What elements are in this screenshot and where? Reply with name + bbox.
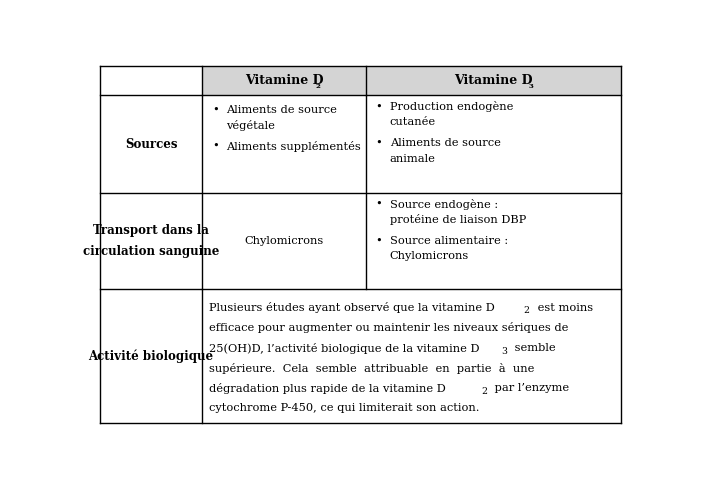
Text: Source alimentaire :: Source alimentaire : (389, 236, 508, 246)
Text: Source endogène :: Source endogène : (389, 198, 498, 210)
Text: 2: 2 (524, 306, 530, 315)
Text: •: • (375, 102, 382, 111)
Text: Activité biologique: Activité biologique (89, 349, 214, 363)
Text: supérieure.  Cela  semble  attribuable  en  partie  à  une: supérieure. Cela semble attribuable en p… (209, 363, 534, 374)
Text: efficace pour augmenter ou maintenir les niveaux sériques de: efficace pour augmenter ou maintenir les… (209, 322, 568, 333)
Text: •: • (375, 236, 382, 246)
Text: •: • (375, 138, 382, 148)
Text: Aliments supplémentés: Aliments supplémentés (226, 140, 361, 151)
Text: ₂: ₂ (316, 79, 321, 90)
Text: dégradation plus rapide de la vitamine D: dégradation plus rapide de la vitamine D (209, 383, 446, 394)
Text: Sources: Sources (125, 137, 177, 151)
Text: par l’enzyme: par l’enzyme (491, 383, 569, 393)
Text: •: • (212, 105, 219, 115)
Bar (202, 66, 621, 95)
Text: Aliments de source: Aliments de source (226, 105, 337, 115)
Text: 3: 3 (501, 347, 507, 356)
Text: Vitamine D: Vitamine D (454, 75, 532, 87)
Text: •: • (212, 141, 219, 151)
Text: protéine de liaison DBP: protéine de liaison DBP (389, 214, 526, 226)
Text: Production endogène: Production endogène (389, 101, 513, 112)
Text: semble: semble (510, 343, 555, 353)
Text: animale: animale (389, 154, 436, 164)
Text: cytochrome P-450, ce qui limiterait son action.: cytochrome P-450, ce qui limiterait son … (209, 403, 479, 413)
Text: •: • (375, 199, 382, 209)
Text: cutanée: cutanée (389, 117, 436, 127)
Text: Plusieurs études ayant observé que la vitamine D: Plusieurs études ayant observé que la vi… (209, 302, 495, 313)
Text: Transport dans la
circulation sanguine: Transport dans la circulation sanguine (83, 224, 219, 258)
Text: Vitamine D: Vitamine D (245, 75, 323, 87)
Text: 25(OH)D, l’activité biologique de la vitamine D: 25(OH)D, l’activité biologique de la vit… (209, 343, 479, 353)
Text: végétale: végétale (226, 120, 275, 131)
Text: est moins: est moins (534, 303, 593, 313)
Text: Aliments de source: Aliments de source (389, 138, 501, 148)
Text: 2: 2 (482, 387, 487, 396)
Text: Chylomicrons: Chylomicrons (245, 236, 323, 246)
Text: Chylomicrons: Chylomicrons (389, 251, 469, 261)
Text: ₃: ₃ (529, 79, 534, 90)
